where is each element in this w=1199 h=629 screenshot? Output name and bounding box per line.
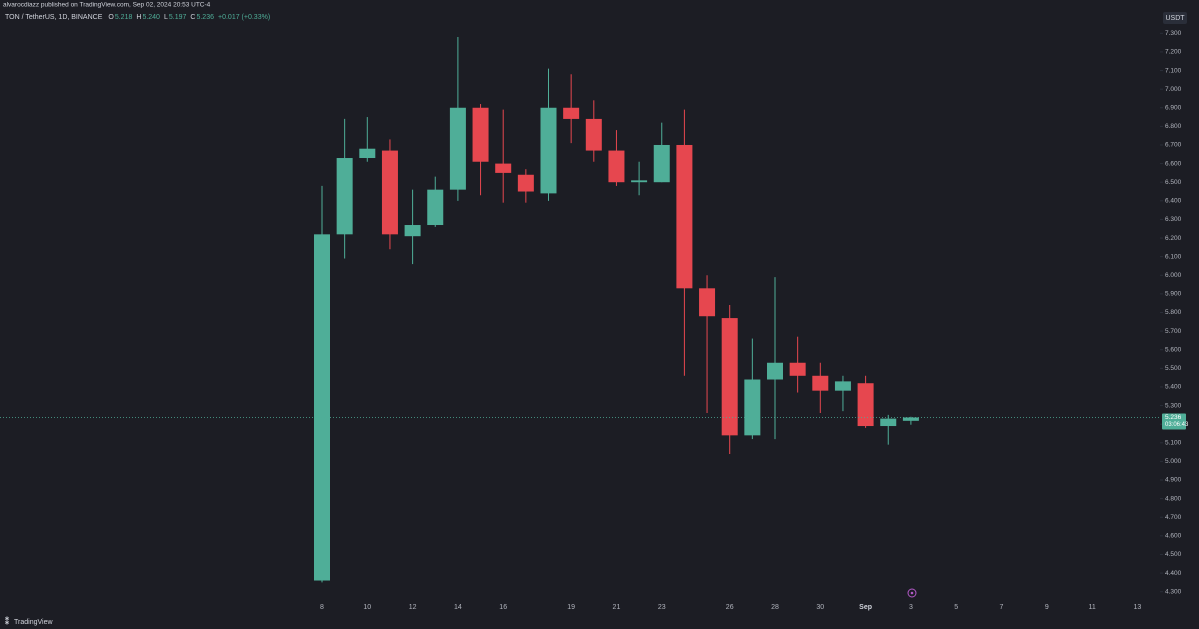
candle-body (631, 180, 648, 183)
candle-body (880, 418, 897, 427)
candle-body (517, 174, 534, 192)
candle-body (336, 158, 353, 235)
legend-key: H (136, 14, 141, 21)
y-tick-label: 5.800 (1165, 309, 1182, 316)
candle-body (653, 144, 670, 183)
candle-body (314, 234, 330, 581)
candle-body (608, 150, 625, 183)
candle-body (699, 288, 716, 317)
candle-body (563, 107, 580, 119)
y-tick-label: 6.900 (1165, 104, 1182, 111)
x-tick-label: 11 (1088, 604, 1095, 611)
y-tick-label: 6.600 (1165, 160, 1182, 167)
candle-body (767, 362, 783, 380)
y-tick-label: 6.800 (1165, 123, 1182, 130)
x-tick-label: 3 (909, 604, 913, 611)
x-tick-label: 8 (320, 604, 324, 611)
event-icon-dot (910, 591, 914, 595)
brand-name: TradingView (14, 619, 53, 626)
y-tick-label: 6.200 (1165, 235, 1182, 242)
legend-value: 5.236 (196, 14, 214, 21)
candle-body (744, 379, 761, 436)
x-tick-label: 7 (1000, 604, 1004, 611)
candle-body (721, 318, 738, 436)
x-tick-label: Sep (859, 604, 872, 611)
y-tick-label: 6.000 (1165, 272, 1182, 279)
candle-body (472, 107, 489, 162)
y-tick-label: 7.100 (1165, 67, 1182, 74)
y-tick-label: 5.300 (1165, 402, 1182, 409)
legend-value: 5.197 (169, 14, 187, 21)
y-tick-label: 7.300 (1165, 30, 1182, 37)
last-price-label: 5.236 (1165, 414, 1182, 421)
y-tick-label: 6.400 (1165, 198, 1182, 205)
y-tick-label: 5.100 (1165, 440, 1182, 447)
brand-icon: ⁑ (5, 615, 9, 626)
legend-key: O (108, 14, 114, 21)
y-tick-label: 4.800 (1165, 495, 1182, 502)
y-tick-label: 5.500 (1165, 365, 1182, 372)
candle-body (359, 148, 376, 159)
currency: USDT (1165, 15, 1185, 22)
y-tick-label: 4.700 (1165, 514, 1182, 521)
legend-value: 5.240 (142, 14, 160, 21)
candle-body (427, 189, 444, 226)
candle-body (789, 362, 806, 376)
x-tick-label: 12 (409, 604, 417, 611)
y-tick-label: 6.300 (1165, 216, 1182, 223)
y-tick-label: 6.100 (1165, 253, 1182, 260)
candle-body (449, 107, 466, 190)
x-tick-label: 19 (567, 604, 575, 611)
candle-body (676, 144, 693, 289)
published-note: alvarocdiazz published on TradingView.co… (3, 2, 211, 9)
y-tick-label: 4.300 (1165, 588, 1182, 595)
y-tick-label: 7.000 (1165, 86, 1182, 93)
candle-body (902, 417, 919, 421)
x-tick-label: 9 (1045, 604, 1049, 611)
y-tick-label: 7.200 (1165, 49, 1182, 56)
brand: ⁑ TradingView (5, 615, 53, 626)
x-tick-label: 14 (454, 604, 462, 611)
candle-body (834, 381, 851, 391)
x-tick-label: 5 (954, 604, 958, 611)
y-tick-label: 5.900 (1165, 291, 1182, 298)
x-tick-label: 30 (816, 604, 824, 611)
legend-key: C (190, 14, 195, 21)
x-tick-label: 13 (1134, 604, 1142, 611)
candle-body (381, 150, 398, 235)
candle-body (812, 375, 829, 391)
legend-change: +0.017 (+0.33%) (218, 14, 270, 21)
x-tick-label: 16 (499, 604, 507, 611)
y-tick-label: 4.900 (1165, 477, 1182, 484)
candle-body (585, 118, 602, 151)
candle-body (495, 163, 512, 173)
y-tick-label: 6.700 (1165, 142, 1182, 149)
candle-body (857, 383, 874, 427)
x-tick-label: 21 (613, 604, 621, 611)
x-tick-label: 10 (363, 604, 371, 611)
countdown: 03:06:43 (1165, 422, 1189, 428)
currency-box (1163, 12, 1187, 24)
y-tick-label: 5.700 (1165, 328, 1182, 335)
last-price-box (1162, 413, 1186, 430)
chart-title: TON / TetherUS, 1D, BINANCE (5, 14, 103, 21)
y-tick-label: 5.600 (1165, 346, 1182, 353)
y-tick-label: 4.400 (1165, 570, 1182, 577)
x-tick-label: 23 (658, 604, 666, 611)
legend-value: 5.218 (115, 14, 133, 21)
event-icon (907, 588, 917, 598)
x-tick-label: 28 (771, 604, 779, 611)
legend-key: L (164, 14, 168, 21)
ohlc-legend: O 5.218 H 5.240 L 5.197 C 5.236 +0.017 (+0.33%) (108, 14, 270, 21)
y-tick-label: 6.500 (1165, 179, 1182, 186)
y-tick-label: 4.600 (1165, 533, 1182, 540)
y-tick-label: 5.000 (1165, 458, 1182, 465)
y-tick-label: 5.400 (1165, 384, 1182, 391)
y-tick-label: 4.500 (1165, 551, 1182, 558)
x-tick-label: 26 (726, 604, 734, 611)
candle-body (404, 225, 421, 237)
candle-body (540, 107, 557, 194)
